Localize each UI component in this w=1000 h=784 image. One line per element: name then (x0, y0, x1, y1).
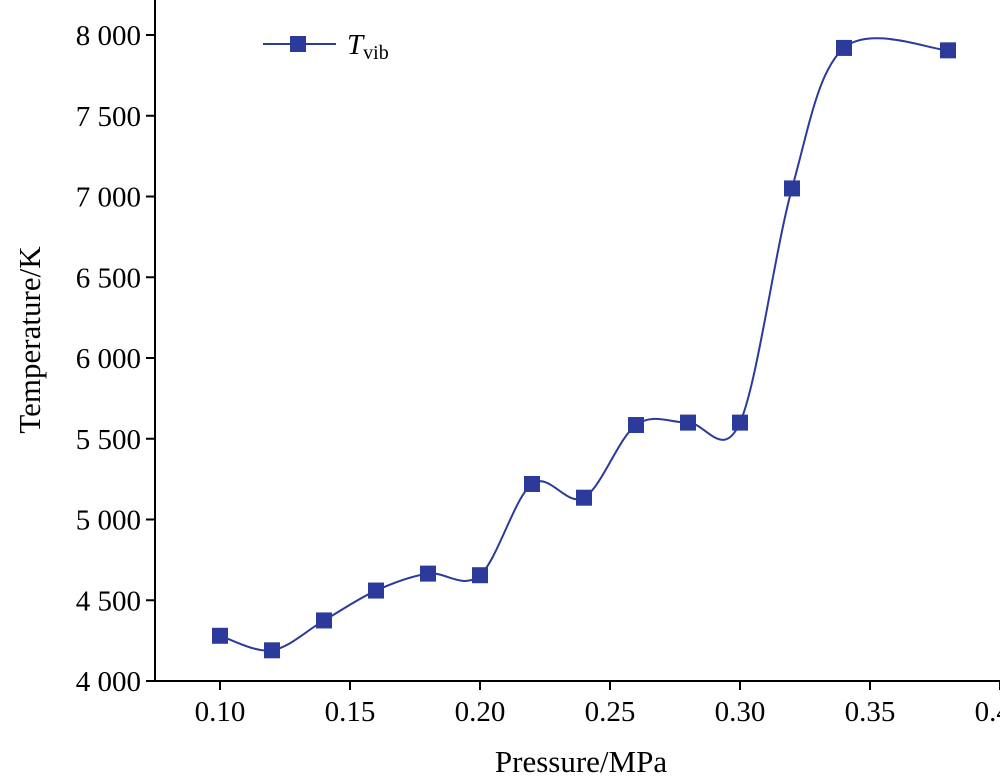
data-point (420, 565, 436, 582)
legend-label: Tvib (347, 29, 389, 64)
x-tick-label: 0.20 (455, 696, 506, 728)
chart-axes (154, 0, 1000, 682)
series-line (219, 37, 949, 652)
legend-label-sub: vib (363, 42, 389, 64)
data-point (316, 612, 332, 629)
data-point (576, 489, 592, 506)
y-tick-label: 7 000 (76, 182, 141, 214)
y-tick-label: 4 000 (76, 666, 141, 698)
x-tick-label: 0.40 (975, 696, 1000, 728)
data-point (628, 417, 644, 434)
x-tick-label: 0.30 (715, 696, 766, 728)
legend: Tvib (263, 29, 389, 64)
data-point (940, 42, 956, 59)
x-tick-label: 0.10 (195, 696, 246, 728)
data-point (836, 39, 852, 56)
data-point (264, 642, 280, 659)
legend-marker (290, 36, 306, 52)
y-tick-label: 6 000 (76, 343, 141, 375)
y-axis-title: Temperature/K (12, 246, 47, 434)
y-tick-label: 7 500 (76, 101, 141, 133)
x-tick-label: 0.35 (845, 696, 896, 728)
y-tick-label: 6 500 (76, 262, 141, 294)
data-point (472, 567, 488, 584)
x-tick-label: 0.15 (325, 696, 376, 728)
y-tick-label: 5 000 (76, 505, 141, 537)
data-point (732, 414, 748, 431)
data-point (680, 414, 696, 431)
data-point (524, 475, 540, 492)
chart-series (212, 37, 956, 659)
data-point (212, 627, 228, 644)
x-axis-title: Pressure/MPa (495, 744, 667, 779)
data-point (784, 180, 800, 197)
y-tick-label: 5 500 (76, 424, 141, 456)
y-tick-label: 4 500 (76, 585, 141, 617)
chart-ticks: 0.10 0.15 0.20 0.25 0.30 0.35 0.40 4 000 4 500 5 … (76, 20, 1000, 728)
data-point (368, 582, 384, 599)
y-tick-label: 8 000 (76, 20, 141, 52)
x-tick-label: 0.25 (585, 696, 636, 728)
legend-label-main: T (347, 29, 365, 61)
